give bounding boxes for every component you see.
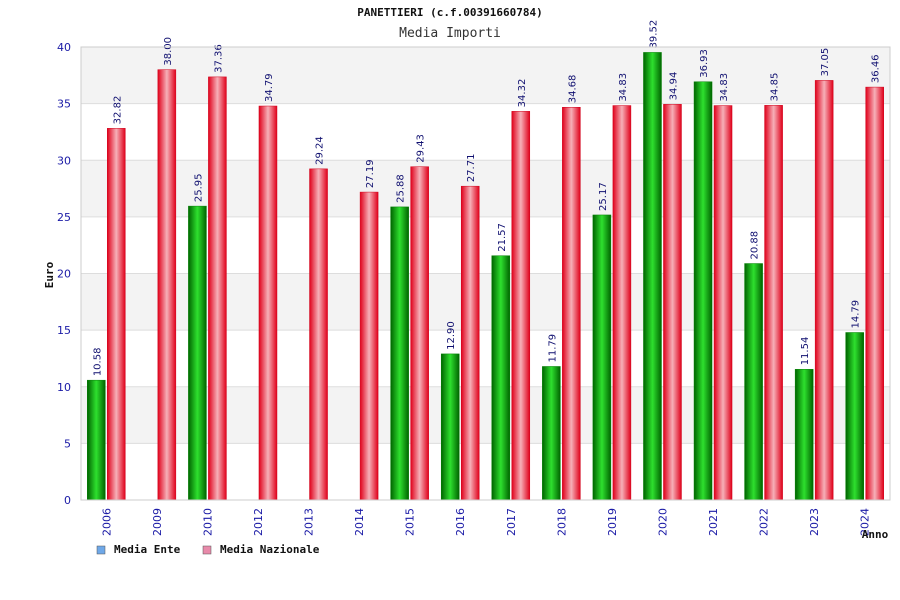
- bar-media-nazionale-2010: [208, 76, 227, 501]
- value-label-media-ente-2023: 11.54: [800, 337, 811, 366]
- value-label-media-ente-2017: 21.57: [497, 223, 508, 252]
- bar-media-nazionale-2021: [713, 105, 733, 501]
- legend-swatch-media-nazionale: [202, 545, 212, 555]
- y-tick-25: 25: [57, 211, 71, 224]
- chart-subtitle: Media Importi: [399, 26, 501, 41]
- value-label-media-ente-2024: 14.79: [851, 300, 862, 329]
- value-label-media-ente-2010: 25.95: [193, 173, 204, 202]
- value-label-media-ente-2015: 25.88: [396, 174, 407, 203]
- value-label-media-nazionale-2010: 37.36: [213, 44, 224, 73]
- value-label-media-nazionale-2024: 36.46: [871, 54, 882, 83]
- x-axis-label: Anno: [862, 528, 889, 541]
- bar-media-nazionale-2018: [562, 106, 581, 501]
- x-tick-2019: 2019: [606, 508, 619, 536]
- plot-frame: [80, 46, 891, 501]
- y-tick-40: 40: [57, 41, 71, 54]
- value-label-media-nazionale-2016: 27.71: [466, 154, 477, 183]
- bar-media-nazionale-2023: [814, 80, 834, 501]
- value-label-media-nazionale-2022: 34.85: [770, 73, 781, 102]
- value-label-media-ente-2021: 36.93: [699, 49, 710, 78]
- x-tick-2018: 2018: [555, 508, 568, 536]
- value-label-media-nazionale-2012: 34.79: [264, 73, 275, 102]
- x-tick-2013: 2013: [303, 508, 316, 536]
- value-label-media-nazionale-2014: 27.19: [365, 159, 376, 188]
- y-tick-10: 10: [57, 381, 71, 394]
- bar-media-nazionale-2016: [460, 185, 480, 501]
- legend-label-media-ente: Media Ente: [114, 543, 181, 556]
- value-label-media-nazionale-2006: 32.82: [112, 96, 123, 125]
- y-axis-label: Euro: [43, 261, 56, 288]
- chart-title: PANETTIERI (c.f.00391660784): [357, 6, 542, 19]
- y-tick-0: 0: [64, 494, 71, 507]
- bar-media-ente-2017: [491, 255, 511, 501]
- bar-media-nazionale-2020: [663, 104, 682, 501]
- value-label-media-nazionale-2015: 29.43: [416, 134, 427, 163]
- y-tick-35: 35: [57, 98, 71, 111]
- x-tick-2010: 2010: [201, 508, 214, 536]
- bar-media-nazionale-2017: [511, 111, 531, 501]
- bar-media-nazionale-2009: [157, 69, 177, 501]
- x-tick-2022: 2022: [758, 508, 771, 536]
- value-label-media-nazionale-2018: 34.68: [567, 75, 578, 104]
- bar-media-nazionale-2022: [764, 105, 783, 501]
- x-tick-2024: 2024: [859, 508, 872, 536]
- bar-media-nazionale-2013: [309, 168, 328, 501]
- value-label-media-nazionale-2009: 38.00: [163, 37, 174, 66]
- x-tick-2006: 2006: [100, 508, 113, 536]
- value-label-media-ente-2016: 12.90: [446, 321, 457, 350]
- bar-media-nazionale-2014: [359, 191, 379, 501]
- bar-media-ente-2015: [390, 206, 409, 501]
- value-label-media-nazionale-2020: 34.94: [668, 72, 679, 101]
- y-tick-5: 5: [64, 437, 71, 450]
- x-tick-2020: 2020: [656, 508, 669, 536]
- bar-media-ente-2024: [845, 332, 864, 501]
- legend: Media Ente Media Nazionale: [96, 543, 320, 556]
- y-tick-15: 15: [57, 324, 71, 337]
- bar-media-ente-2016: [440, 353, 460, 501]
- bar-media-ente-2006: [87, 379, 106, 501]
- value-label-media-ente-2022: 20.88: [750, 231, 761, 260]
- x-tick-2015: 2015: [404, 508, 417, 536]
- x-tick-2012: 2012: [252, 508, 265, 536]
- x-tick-2021: 2021: [707, 508, 720, 536]
- value-label-media-nazionale-2023: 37.05: [820, 48, 831, 77]
- bar-media-nazionale-2019: [612, 105, 632, 501]
- x-tick-2017: 2017: [505, 508, 518, 536]
- bar-media-nazionale-2024: [865, 86, 884, 501]
- x-tick-2014: 2014: [353, 508, 366, 536]
- value-label-media-nazionale-2013: 29.24: [315, 136, 326, 165]
- x-tick-2023: 2023: [808, 508, 821, 536]
- value-label-media-nazionale-2021: 34.83: [719, 73, 730, 102]
- legend-label-media-nazionale: Media Nazionale: [220, 543, 320, 556]
- value-label-media-nazionale-2017: 34.32: [517, 79, 528, 108]
- bar-media-ente-2019: [592, 214, 612, 501]
- bar-media-nazionale-2015: [410, 166, 429, 501]
- bar-media-nazionale-2006: [107, 128, 126, 501]
- bar-media-ente-2023: [794, 369, 814, 501]
- value-label-media-nazionale-2019: 34.83: [618, 73, 629, 102]
- bar-media-nazionale-2012: [258, 105, 278, 501]
- axes-group: 0 5 10 15 20 25 30 35 40 2006 2009 2010 2012 2013 2014…: [57, 41, 891, 536]
- value-labels-group: 10.58 32.82 38.00 25.95 37.36 34.79 29.24 27.19…: [92, 20, 881, 376]
- y-tick-20: 20: [57, 268, 71, 281]
- value-label-media-ente-2019: 25.17: [598, 182, 609, 211]
- bar-media-ente-2020: [643, 52, 662, 501]
- bar-media-ente-2018: [542, 366, 561, 501]
- value-label-media-ente-2006: 10.58: [92, 348, 103, 377]
- value-label-media-ente-2020: 39.52: [648, 20, 659, 49]
- bar-media-ente-2021: [693, 81, 713, 501]
- bar-media-ente-2010: [188, 205, 207, 501]
- bars-group: [87, 52, 884, 501]
- bar-media-ente-2022: [744, 263, 763, 501]
- x-tick-2009: 2009: [151, 508, 164, 536]
- y-tick-30: 30: [57, 154, 71, 167]
- x-tick-2016: 2016: [454, 508, 467, 536]
- legend-swatch-media-ente: [96, 545, 106, 555]
- value-label-media-ente-2018: 11.79: [547, 334, 558, 363]
